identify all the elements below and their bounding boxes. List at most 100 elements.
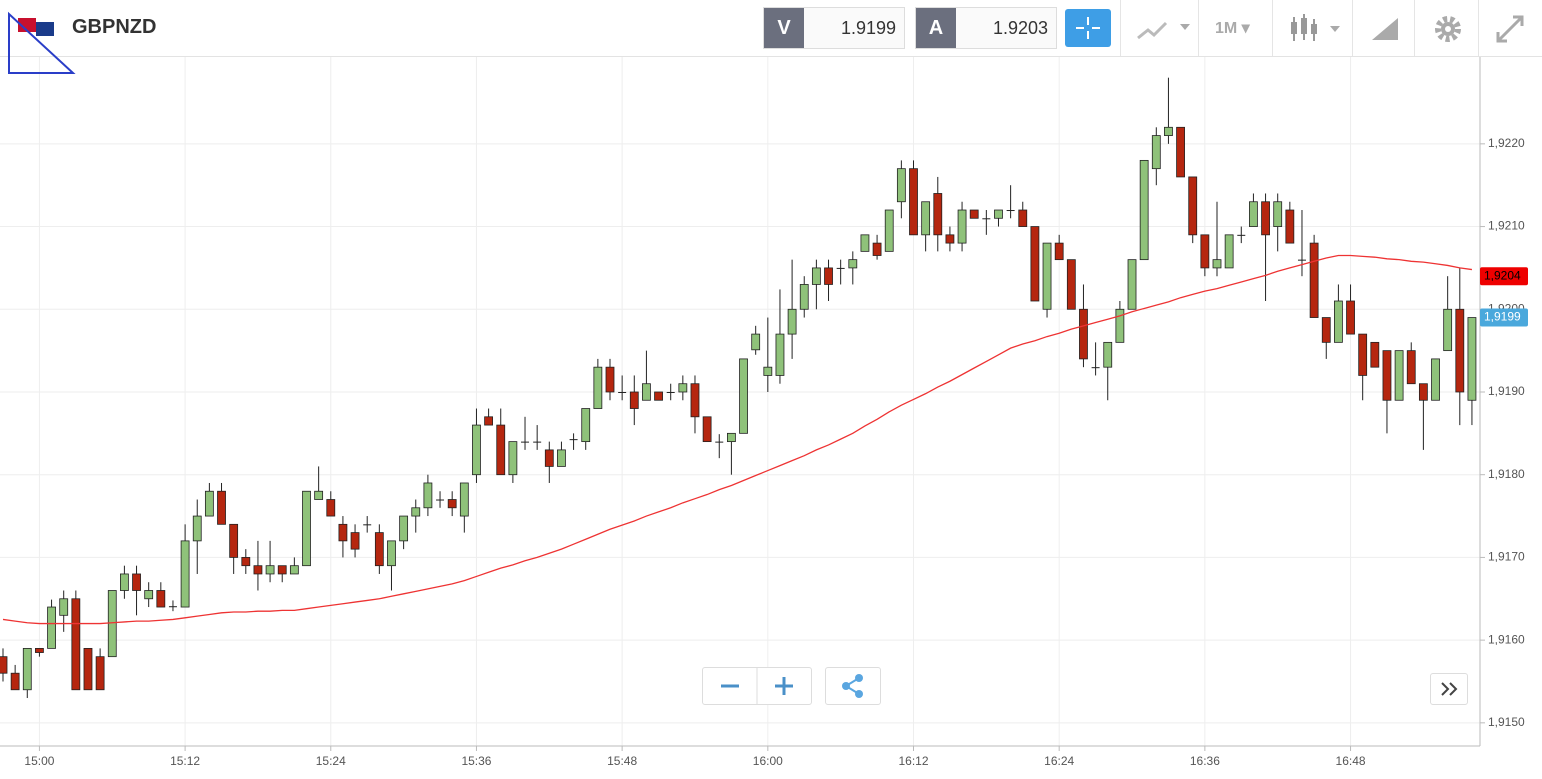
- y-tick-label: 1,9180: [1488, 467, 1525, 481]
- separator: [1414, 0, 1415, 56]
- candle-body: [192, 515, 202, 542]
- candle-body: [896, 168, 906, 203]
- x-tick-label: 15:00: [24, 754, 54, 768]
- x-tick-label: 16:36: [1190, 754, 1220, 768]
- candle-body: [1309, 242, 1319, 318]
- timeframe-button[interactable]: 1M ▾: [1215, 20, 1250, 37]
- toolbar: GBPNZD V 1.9199 A 1.9203 1M ▾: [0, 0, 1542, 57]
- symbol: GBPNZD: [72, 16, 157, 38]
- candle-body: [1443, 308, 1453, 352]
- candle-body: [848, 259, 858, 269]
- candle-body: [496, 424, 506, 476]
- candle-body: [59, 598, 69, 616]
- candle-body: [1394, 350, 1404, 401]
- candle-body: [1127, 259, 1137, 310]
- candle-body: [1188, 176, 1198, 236]
- candle-body: [411, 507, 421, 517]
- chart-type-button[interactable]: [1136, 16, 1192, 42]
- bid-label: V: [764, 8, 804, 48]
- bid-box[interactable]: V 1.9199: [763, 7, 905, 49]
- candle-body: [799, 284, 809, 310]
- candle-body: [47, 606, 56, 649]
- candle-body: [265, 565, 275, 575]
- candle-body: [969, 209, 979, 219]
- price-badge-label: 1,9204: [1484, 268, 1521, 282]
- x-tick-label: 15:48: [607, 754, 637, 768]
- candle-body: [436, 499, 445, 501]
- candle-body: [374, 532, 384, 567]
- share-button[interactable]: [825, 667, 881, 705]
- price-badge: [1480, 267, 1528, 286]
- scroll-end-button[interactable]: [1430, 673, 1468, 705]
- candle-body: [1139, 159, 1149, 261]
- candle-body: [71, 598, 81, 691]
- candle-body: [1200, 234, 1210, 269]
- x-tick-label: 15:24: [316, 754, 346, 768]
- candle-body: [945, 234, 955, 244]
- candle-body: [1115, 308, 1125, 343]
- candle-body: [1079, 308, 1088, 360]
- separator: [1352, 0, 1353, 56]
- y-tick-label: 1,9160: [1488, 632, 1525, 646]
- candle-body: [22, 647, 32, 691]
- candle-body: [727, 432, 736, 443]
- candle-body: [217, 490, 226, 525]
- candle-body: [338, 523, 348, 542]
- candle-body: [715, 441, 724, 443]
- candle-body: [872, 242, 882, 256]
- candle-body: [521, 441, 530, 443]
- candle-body: [95, 656, 105, 691]
- fullscreen-button[interactable]: [1495, 14, 1525, 44]
- candle-body: [1066, 259, 1076, 310]
- candle-type-button[interactable]: [1288, 14, 1344, 44]
- candle-body: [1249, 201, 1258, 227]
- candle-body: [1321, 317, 1331, 343]
- candle-body: [1431, 358, 1440, 401]
- candle-body: [204, 490, 214, 517]
- candle-body: [1042, 242, 1052, 310]
- candle-body: [241, 557, 251, 567]
- candle-body: [484, 416, 494, 426]
- candle-body: [824, 267, 833, 285]
- candle-body: [1418, 383, 1428, 401]
- x-tick-label: 15:12: [170, 754, 200, 768]
- separator: [1478, 0, 1479, 56]
- candle-body: [860, 234, 870, 252]
- crosshair-button[interactable]: [1065, 9, 1111, 47]
- drawing-button[interactable]: [1370, 14, 1402, 44]
- ask-value: 1.9203: [992, 18, 1048, 38]
- y-tick-label: 1,9190: [1488, 384, 1525, 398]
- candle-body: [1237, 234, 1246, 236]
- candle-body: [472, 424, 481, 476]
- candle-body: [180, 540, 190, 608]
- zoom-in[interactable]: [775, 677, 793, 695]
- x-tick-label: 16:12: [898, 754, 928, 768]
- candle-body: [581, 408, 591, 443]
- moving-average: [2, 254, 1473, 625]
- candle-body: [909, 168, 918, 236]
- candle-body: [654, 391, 663, 401]
- candle-body: [739, 358, 748, 434]
- candle-body: [120, 573, 129, 591]
- settings-button[interactable]: [1432, 13, 1464, 45]
- candle-body: [132, 573, 141, 591]
- candle-body: [569, 439, 578, 441]
- candle-body: [10, 672, 20, 691]
- candle-body: [289, 565, 299, 575]
- candle-body: [982, 218, 991, 220]
- ask-box[interactable]: A 1.9203: [915, 7, 1057, 49]
- y-tick-label: 1,9150: [1488, 715, 1525, 729]
- separator: [1198, 0, 1199, 56]
- candle-body: [533, 441, 542, 443]
- candle-body: [544, 449, 554, 467]
- candle-body: [629, 391, 639, 409]
- candle-body: [811, 267, 821, 285]
- candle-body: [168, 606, 177, 608]
- separator: [1272, 0, 1273, 56]
- candle-body: [350, 532, 360, 550]
- candle-body: [508, 441, 518, 476]
- candle-body: [751, 333, 761, 351]
- candle-body: [326, 499, 336, 517]
- candle-body: [1297, 259, 1306, 261]
